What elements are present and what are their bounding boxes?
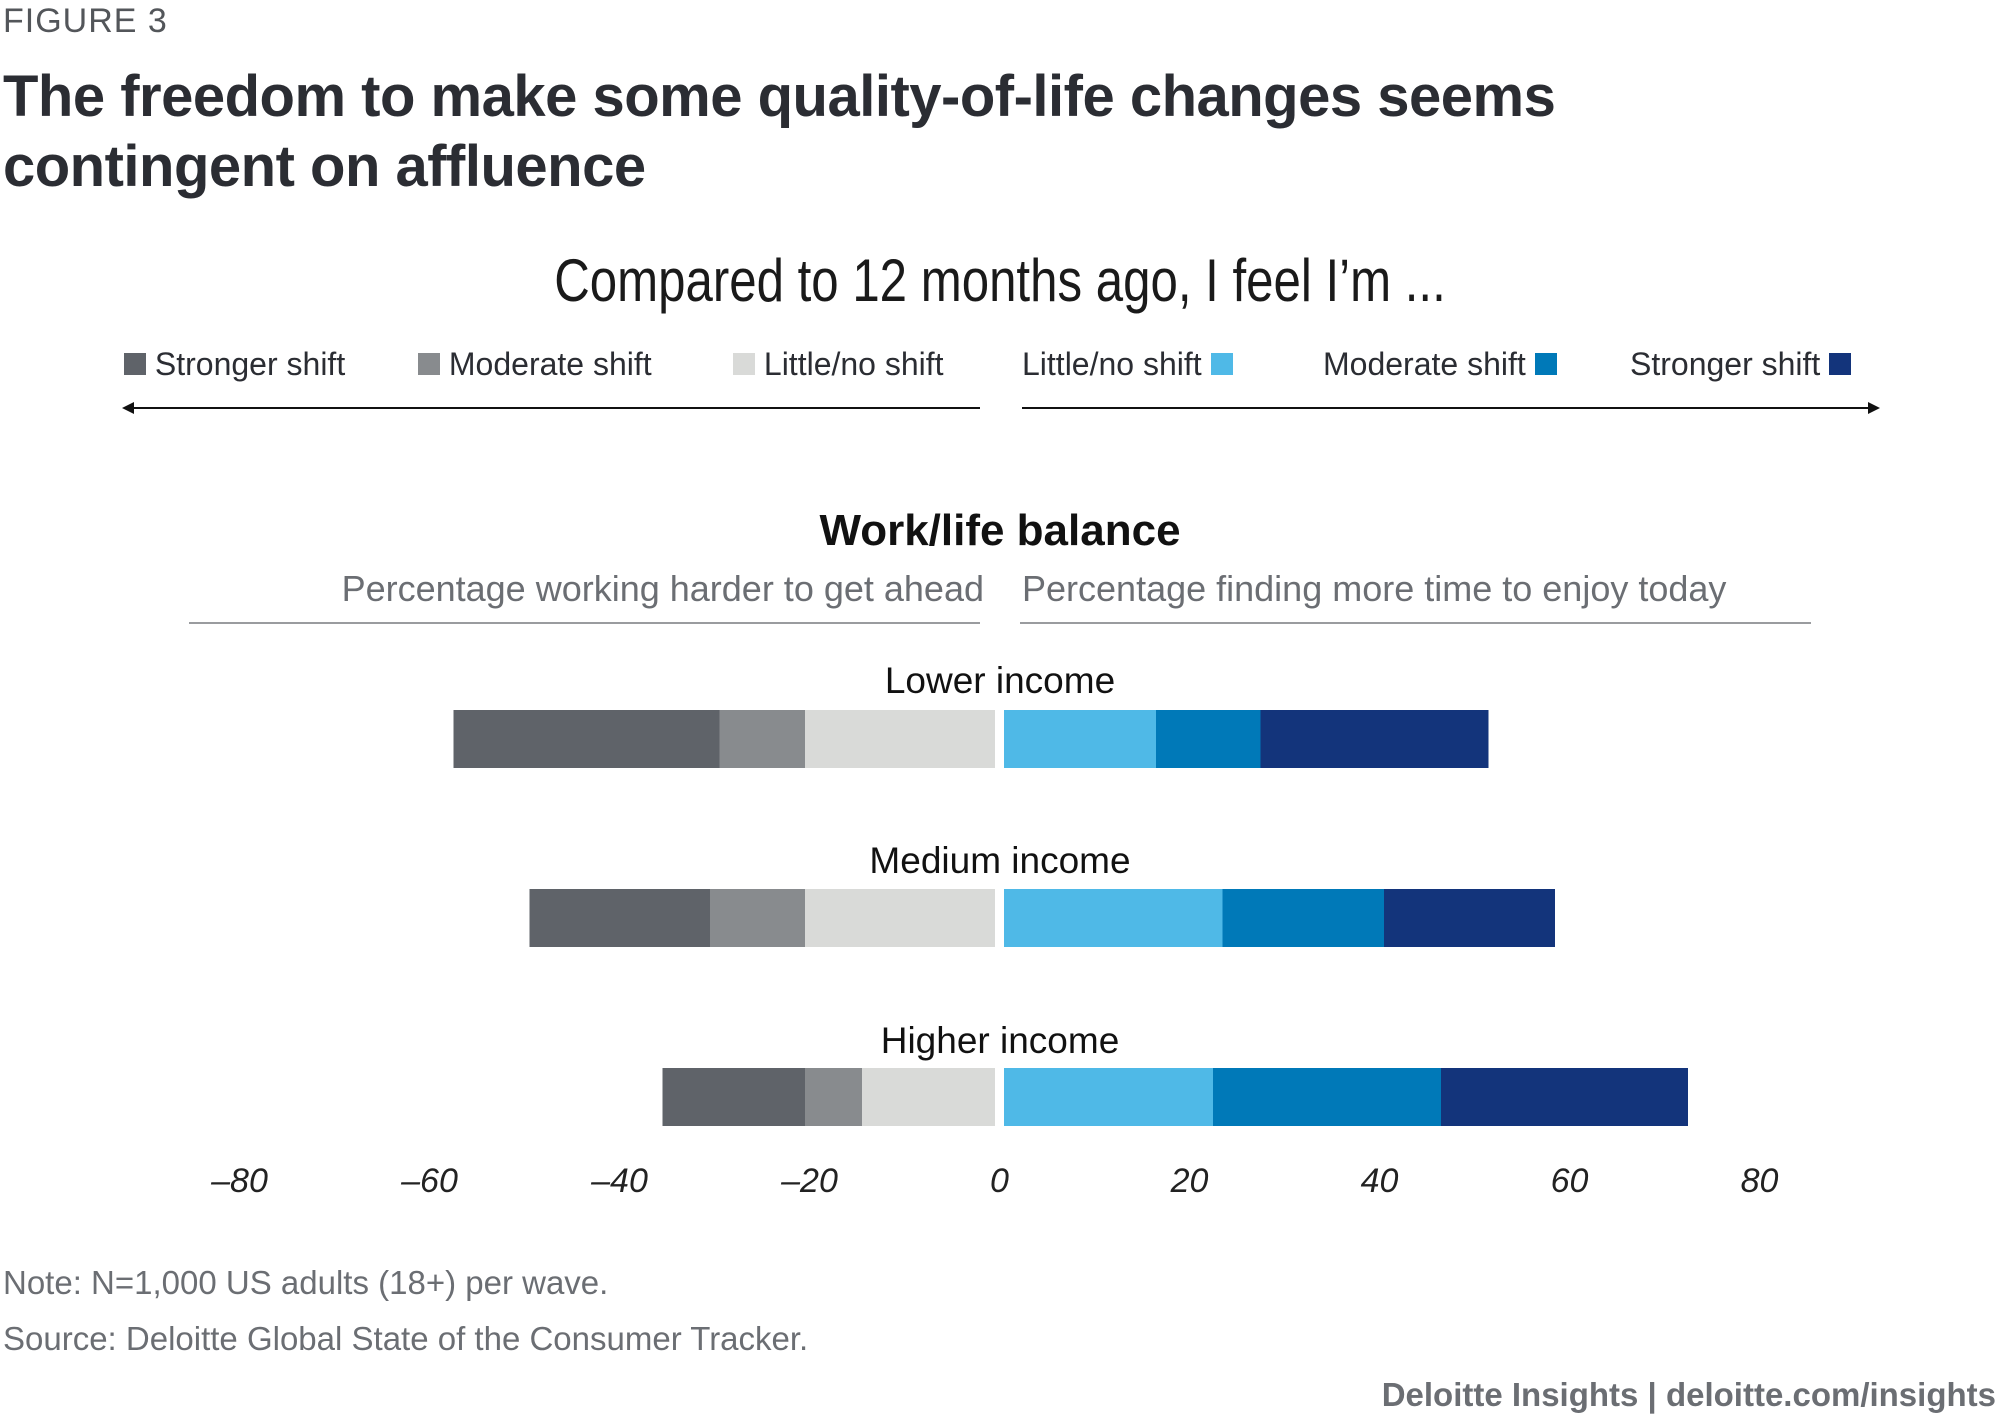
bar-higher-income-left-moderate-shift [805, 1068, 862, 1126]
bar-higher-income-right-stronger-shift [1441, 1068, 1688, 1126]
legend-label: Moderate shift [448, 346, 652, 382]
category-label-higher: Higher income [880, 1020, 1120, 1061]
category-label-medium: Medium income [869, 840, 1131, 881]
legend-label: Little/no shift [1022, 346, 1202, 382]
legend-swatch [1210, 352, 1233, 375]
footer-credit: Deloitte Insights | deloitte.com/insight… [1381, 1376, 1996, 1413]
bar-medium-income-left-moderate-shift [710, 889, 805, 947]
bar-higher-income-right-little-no-shift [1004, 1068, 1213, 1126]
panel-right-subtitle: Percentage finding more time to enjoy to… [1022, 568, 1727, 609]
x-tick-label: 40 [1360, 1162, 1399, 1200]
bar-lower-income-right-little-no-shift [1004, 710, 1156, 768]
bar-lower-income-right-stronger-shift [1260, 710, 1489, 768]
x-tick-label: –40 [591, 1162, 648, 1200]
legend-right-arrowhead [1868, 402, 1880, 414]
x-tick-label: 80 [1740, 1162, 1779, 1200]
source-text: Source: Deloitte Global State of the Con… [3, 1320, 809, 1357]
panel-title: Work/life balance [819, 506, 1181, 555]
x-tick-label: 20 [1170, 1162, 1209, 1200]
legend-label: Stronger shift [1630, 346, 1821, 382]
legend-label: Little/no shift [763, 346, 944, 382]
legend-item-right-moderate: Moderate shift [1323, 346, 1557, 383]
bar-medium-income-right-little-no-shift [1004, 889, 1223, 947]
x-tick-label: –20 [781, 1162, 838, 1200]
chart-title: The freedom to make some quality-of-life… [3, 64, 1556, 199]
x-tick-label: –60 [401, 1162, 458, 1200]
bar-medium-income-left-little-no-shift [805, 889, 995, 947]
x-tick-label: 0 [990, 1162, 1009, 1200]
bar-higher-income-right-moderate-shift [1213, 1068, 1441, 1126]
bar-higher-income-left-stronger-shift [662, 1068, 805, 1126]
legend-item-right-little: Little/no shift [1022, 346, 1233, 383]
legend-swatch [418, 352, 440, 375]
legend-swatch [124, 352, 146, 375]
figure-label: FIGURE 3 [3, 2, 168, 40]
bar-medium-income-left-stronger-shift [529, 889, 710, 947]
legend-swatch [1534, 352, 1557, 375]
bars-group [453, 710, 1688, 1126]
bar-medium-income-right-stronger-shift [1384, 889, 1555, 947]
bar-lower-income-left-stronger-shift [453, 710, 720, 768]
legend-item-right-stronger: Stronger shift [1630, 346, 1852, 383]
legend-swatch [1829, 352, 1852, 375]
panel-left-subtitle: Percentage working harder to get ahead [341, 568, 984, 609]
bar-medium-income-right-moderate-shift [1222, 889, 1384, 947]
note-text: Note: N=1,000 US adults (18+) per wave. [3, 1264, 609, 1301]
legend-item-left-little: Little/no shift [733, 346, 944, 383]
legend-left-arrowhead [122, 402, 134, 414]
legend-item-left-moderate: Moderate shift [418, 346, 652, 383]
x-tick-label: –80 [211, 1162, 268, 1200]
legend-label: Moderate shift [1323, 346, 1526, 382]
bar-higher-income-left-little-no-shift [862, 1068, 995, 1126]
x-tick-label: 60 [1550, 1162, 1589, 1200]
legend-label: Stronger shift [154, 346, 346, 382]
chart-subtitle: Compared to 12 months ago, I feel I’m ..… [554, 247, 1446, 314]
bar-lower-income-left-little-no-shift [805, 710, 995, 768]
legend-item-left-stronger: Stronger shift [124, 346, 345, 383]
legend-swatch [733, 352, 755, 375]
bar-lower-income-right-moderate-shift [1156, 710, 1261, 768]
category-label-lower: Lower income [884, 660, 1116, 701]
bar-lower-income-left-moderate-shift [719, 710, 805, 768]
